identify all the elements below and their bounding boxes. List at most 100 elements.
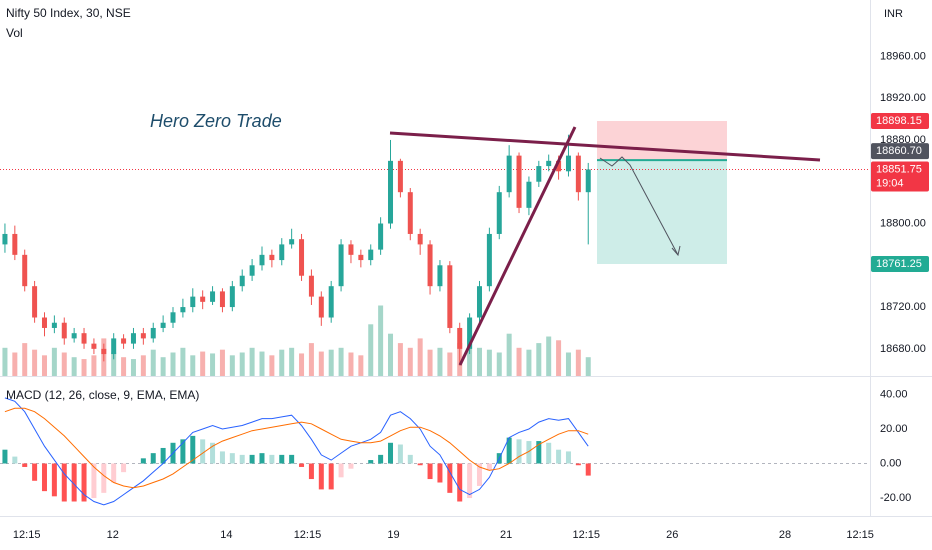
x-tick-label: 26 bbox=[666, 529, 678, 541]
volume-bar bbox=[219, 349, 225, 376]
x-tick-label: 28 bbox=[779, 529, 791, 541]
volume-bar bbox=[447, 352, 453, 376]
histogram-bar bbox=[526, 441, 532, 464]
x-tick-label: 14 bbox=[220, 529, 232, 541]
currency-label: INR bbox=[884, 8, 903, 20]
candle-body bbox=[150, 327, 156, 339]
histogram-bar bbox=[407, 454, 413, 464]
candle-body bbox=[51, 322, 57, 328]
candle-body bbox=[170, 312, 176, 323]
y-tick-label: 20.00 bbox=[880, 423, 908, 435]
volume-bar bbox=[338, 347, 344, 376]
histogram-bar bbox=[150, 453, 156, 464]
volume-bar bbox=[51, 347, 57, 376]
candle-body bbox=[249, 265, 255, 276]
stop-price-tag-bg bbox=[871, 112, 929, 129]
target-zone bbox=[597, 160, 727, 264]
histogram-bar bbox=[437, 463, 443, 483]
histogram-bar bbox=[575, 463, 581, 466]
x-tick-label: 12:15 bbox=[846, 529, 874, 541]
candle-body bbox=[407, 192, 413, 234]
volume-bar bbox=[397, 343, 403, 376]
entry-price-tag: 18860.70 bbox=[876, 145, 922, 157]
x-tick-label: 12 bbox=[107, 529, 119, 541]
candle-body bbox=[546, 160, 552, 167]
histogram-bar bbox=[536, 441, 542, 464]
volume-bar bbox=[61, 352, 67, 376]
volume-bar bbox=[239, 352, 245, 376]
histogram-bar bbox=[308, 463, 314, 480]
candle-body bbox=[417, 233, 423, 245]
volume-bar bbox=[32, 349, 38, 376]
candle-body bbox=[61, 322, 67, 339]
volume-bar bbox=[299, 353, 305, 376]
candle-body bbox=[22, 254, 28, 287]
candle-body bbox=[496, 192, 502, 234]
candle-body bbox=[130, 333, 136, 344]
histogram-bar bbox=[239, 454, 245, 464]
histogram-bar bbox=[61, 463, 67, 502]
volume-bar bbox=[229, 355, 235, 376]
y-tick-label: 18680.00 bbox=[880, 343, 926, 355]
histogram-bar bbox=[190, 435, 196, 464]
histogram-bar bbox=[299, 463, 305, 467]
histogram-bar bbox=[91, 463, 97, 499]
indicator-title: MACD (12, 26, close, 9, EMA, EMA) bbox=[6, 388, 199, 402]
histogram-bar bbox=[12, 456, 18, 464]
y-tick-label: 0.00 bbox=[880, 457, 901, 469]
histogram-bar bbox=[140, 458, 146, 464]
histogram-bar bbox=[279, 454, 285, 464]
histogram-bar bbox=[556, 449, 562, 464]
candle-body bbox=[308, 275, 314, 297]
target-price-tag-bg bbox=[871, 255, 929, 272]
histogram-bar bbox=[219, 451, 225, 464]
histogram-bar bbox=[259, 453, 265, 464]
candle-body bbox=[71, 333, 77, 339]
candle-body bbox=[506, 155, 512, 193]
histogram-bar bbox=[585, 463, 591, 476]
volume-bar bbox=[111, 352, 117, 376]
histogram-bar bbox=[516, 439, 522, 464]
candle-body bbox=[210, 291, 216, 302]
histogram-bar bbox=[506, 437, 512, 464]
candle-body bbox=[219, 291, 225, 308]
candle-body bbox=[476, 286, 482, 318]
y-tick-label: -20.00 bbox=[880, 492, 911, 504]
volume-bar bbox=[210, 353, 216, 376]
volume-bar bbox=[348, 352, 354, 376]
candle-body bbox=[467, 317, 473, 349]
histogram-bar bbox=[457, 463, 463, 502]
candle-body bbox=[397, 160, 403, 193]
candle-body bbox=[358, 254, 364, 261]
candle-body bbox=[111, 338, 117, 355]
volume-label: Vol bbox=[6, 26, 23, 40]
stop-price-tag: 18898.15 bbox=[876, 115, 922, 127]
candle-body bbox=[368, 249, 374, 261]
annotation-text: Hero Zero Trade bbox=[150, 111, 282, 131]
volume-bar bbox=[200, 351, 206, 376]
volume-bar bbox=[2, 347, 8, 376]
x-tick-label: 19 bbox=[387, 529, 399, 541]
marks-layer bbox=[0, 134, 870, 506]
support-trendline bbox=[458, 126, 577, 366]
candle-body bbox=[101, 348, 107, 355]
candle-body bbox=[239, 275, 245, 287]
candle-body bbox=[437, 265, 443, 287]
volume-bar bbox=[388, 333, 394, 376]
candle-body bbox=[289, 239, 295, 245]
candle-body bbox=[259, 254, 265, 266]
histogram-bar bbox=[229, 453, 235, 464]
histogram-bar bbox=[249, 454, 255, 464]
candle-body bbox=[200, 296, 206, 302]
projection-arrow bbox=[599, 156, 679, 256]
volume-bar bbox=[575, 349, 581, 376]
histogram-bar bbox=[565, 451, 571, 464]
volume-bar bbox=[180, 347, 186, 376]
candle-body bbox=[229, 286, 235, 308]
candle-body bbox=[180, 307, 186, 313]
macd-line bbox=[4, 397, 589, 506]
volume-bar bbox=[121, 357, 127, 376]
volume-bar bbox=[585, 357, 591, 376]
